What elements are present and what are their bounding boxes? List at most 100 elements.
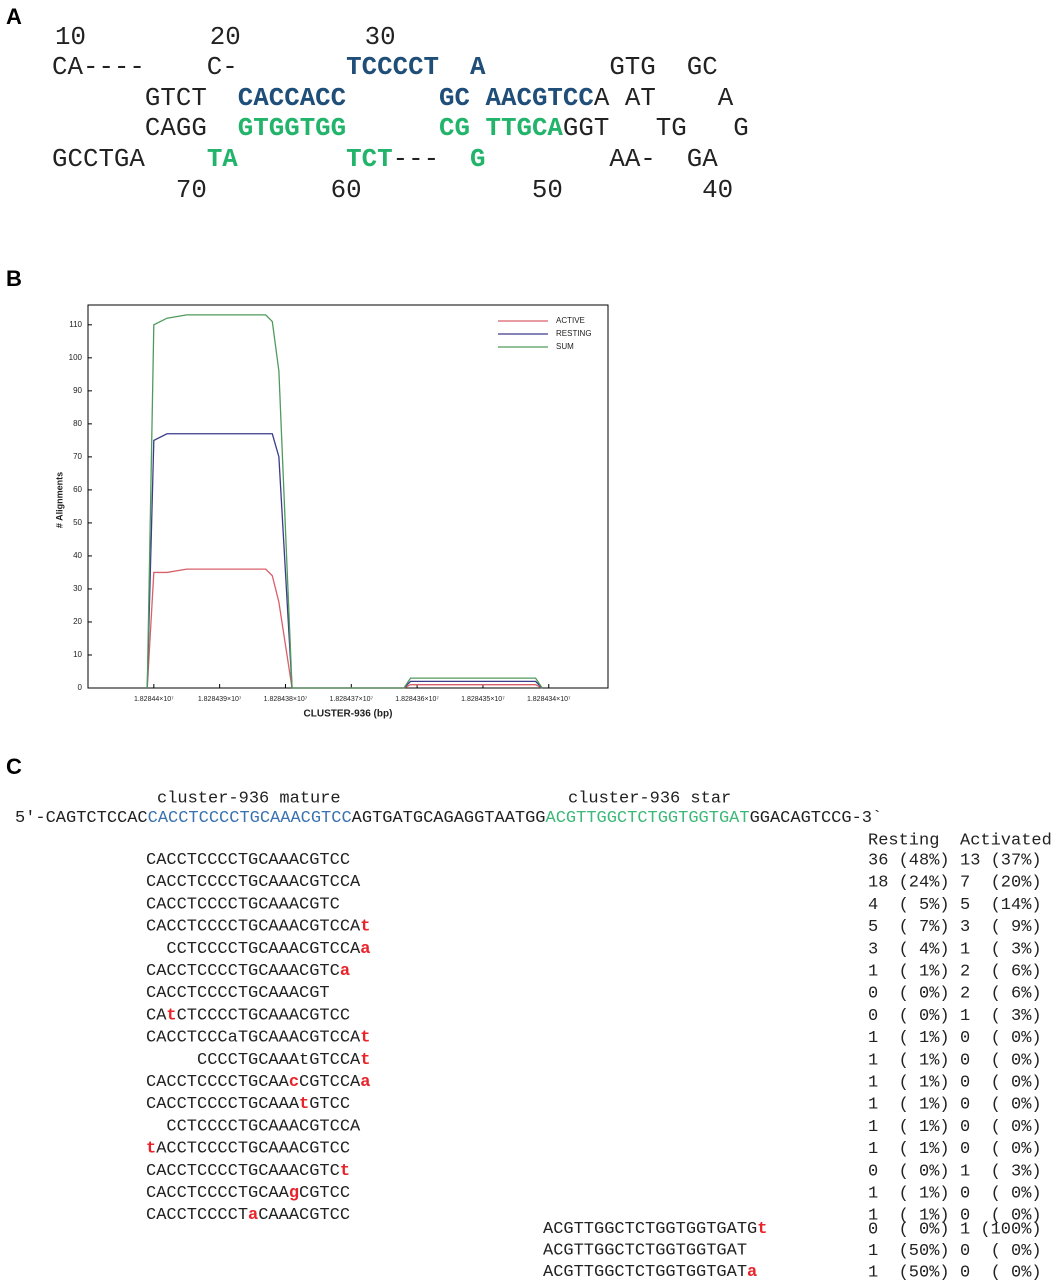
- resting-count: 0 ( 0%): [868, 1220, 950, 1239]
- sequence-segment: CA---- C-: [52, 53, 346, 82]
- resting-count: 1 ( 1%): [868, 1029, 950, 1048]
- sequence-segment: CGTCCA: [299, 1073, 361, 1092]
- sequence-segment: t: [299, 1096, 309, 1115]
- sequence-segment: a: [360, 1073, 370, 1092]
- sequence-segment: CACCTCCCCTGCAAACGTCCA: [146, 874, 361, 893]
- read-sequence: CACCTCCCCTaCAAACGTCC: [146, 1207, 350, 1226]
- activated-count: 0 ( 0%): [960, 1073, 1042, 1092]
- sequence-segment: GGACAGTCCG-3`: [750, 809, 883, 828]
- sequence-segment: CACCTCCCCT: [146, 1207, 248, 1226]
- resting-count: 1 ( 1%): [868, 1118, 950, 1137]
- resting-count: 1 (50%): [868, 1263, 950, 1280]
- read-sequence: ACGTTGGCTCTGGTGGTGATGt: [543, 1220, 767, 1239]
- sequence-segment: t: [360, 1029, 370, 1048]
- position-numbers: 10 20 30: [55, 23, 396, 52]
- x-tick-label: 1.828436×10⁷: [395, 696, 439, 703]
- hairpin-row: GCCTGA TA TCT--- G AA- GA: [52, 145, 718, 174]
- activated-count: 2 ( 6%): [960, 985, 1042, 1004]
- panel-label: C: [6, 754, 22, 779]
- read-sequence: ACGTTGGCTCTGGTGGTGATa: [543, 1263, 757, 1280]
- legend-label: ACTIVE: [556, 316, 585, 325]
- resting-count: 1 ( 1%): [868, 1184, 950, 1203]
- mature-label: cluster-936 mature: [157, 789, 341, 808]
- read-sequence: tACCTCCCCTGCAAACGTCC: [146, 1140, 350, 1159]
- sequence-segment: CAAACGTCC: [258, 1207, 350, 1226]
- sequence-segment: CACCTCCCCTGCAAACGT: [146, 985, 330, 1004]
- resting-count: 1 ( 1%): [868, 1073, 950, 1092]
- sequence-segment: CA: [146, 1007, 167, 1026]
- data-line: [146, 433, 543, 689]
- sequence-segment: ACGTTGGCTCTGGTGGTGAT: [543, 1263, 747, 1280]
- sequence-segment: ACGTTGGCTCTGGTGGTGAT: [543, 1242, 747, 1261]
- activated-count: 0 ( 0%): [960, 1242, 1042, 1261]
- sequence-segment: ---: [393, 145, 470, 174]
- y-tick-label: 60: [73, 485, 82, 494]
- sequence-segment: G: [470, 145, 485, 174]
- read-sequence: ACGTTGGCTCTGGTGGTGAT: [543, 1242, 747, 1261]
- sequence-segment: a: [248, 1207, 258, 1226]
- sequence-segment: a: [747, 1263, 757, 1280]
- hairpin-row: CAGG GTGGTGG CG TTGCAGGT TG G: [52, 114, 749, 143]
- read-sequence: CACCTCCCCTGCAAACGTC: [146, 896, 340, 915]
- activated-count: 0 ( 0%): [960, 1051, 1042, 1070]
- activated-count: 1 ( 3%): [960, 940, 1042, 959]
- activated-count: 13 (37%): [960, 851, 1042, 870]
- read-sequence: CACCTCCCCTGCAAACGTCa: [146, 962, 350, 981]
- sequence-segment: t: [360, 918, 370, 937]
- resting-count: 0 ( 0%): [868, 1162, 950, 1181]
- sequence-segment: t: [340, 1162, 350, 1181]
- sequence-segment: t: [166, 1007, 176, 1026]
- sequence-segment: g: [289, 1184, 299, 1203]
- activated-count: 0 ( 0%): [960, 1184, 1042, 1203]
- position-numbers: 70 60 50 40: [52, 176, 733, 205]
- y-tick-label: 100: [69, 353, 83, 362]
- resting-count: 1 (50%): [868, 1242, 950, 1261]
- data-line: [146, 314, 543, 689]
- sequence-segment: t: [146, 1140, 156, 1159]
- sequence-segment: GC: [439, 84, 470, 113]
- resting-count: 3 ( 4%): [868, 940, 950, 959]
- read-sequence: CACCTCCCCTGCAAACGTCCA: [146, 874, 361, 893]
- sequence-segment: AGTGATGCAGAGGTAATGG: [352, 809, 546, 828]
- sequence-segment: CACCTCCCCTGCAAA: [146, 1096, 300, 1115]
- legend-label: SUM: [556, 342, 574, 351]
- sequence-segment: GCCTGA: [52, 145, 207, 174]
- read-sequence: CCTCCCCTGCAAACGTCCAa: [146, 940, 370, 959]
- hairpin-row: GTCT CACCACC GC AACGTCCA AT A: [52, 84, 734, 113]
- activated-count: 0 ( 0%): [960, 1118, 1042, 1137]
- sequence-segment: [238, 145, 346, 174]
- sequence-segment: TCT: [346, 145, 392, 174]
- sequence-segment: CACCTCCCCTGCAA: [146, 1073, 290, 1092]
- read-sequence: CACCTCCCCTGCAAACGTCC: [146, 851, 350, 870]
- sequence-segment: CACCTCCCCTGCAAACGTC: [146, 962, 340, 981]
- activated-count: 2 ( 6%): [960, 962, 1042, 981]
- sequence-segment: TA: [207, 145, 238, 174]
- sequence-segment: CACCTCCCCTGCAAACGTCC: [148, 809, 352, 828]
- x-tick-label: 1.828435×10⁷: [461, 696, 505, 703]
- sequence-segment: CGTCC: [299, 1184, 350, 1203]
- sequence-segment: [470, 114, 485, 143]
- activated-count: 0 ( 0%): [960, 1029, 1042, 1048]
- sequence-segment: [346, 114, 439, 143]
- panel-label: B: [6, 266, 22, 291]
- sequence-segment: GTG GC: [485, 53, 717, 82]
- read-sequence: CACCTCCCCTGCAAcCGTCCAa: [146, 1073, 370, 1092]
- sequence-segment: AA- GA: [486, 145, 719, 174]
- activated-count: 1 (100%): [960, 1220, 1042, 1239]
- y-tick-label: 20: [73, 617, 82, 626]
- read-sequence: CACCTCCCaTGCAAACGTCCAt: [146, 1029, 370, 1048]
- read-sequence: CCTCCCCTGCAAACGTCCA: [146, 1118, 361, 1137]
- sequence-segment: TTGCA: [486, 114, 564, 143]
- read-sequence: CAtCTCCCCTGCAAACGTCC: [146, 1007, 350, 1026]
- activated-count: 5 (14%): [960, 896, 1042, 915]
- read-sequence: CACCTCCCCTGCAAACGT: [146, 985, 330, 1004]
- y-tick-label: 110: [69, 320, 82, 329]
- sequence-segment: 5'-CAGTCTCCAC: [15, 809, 148, 828]
- sequence-segment: [439, 53, 470, 82]
- column-header: Activated: [960, 831, 1052, 850]
- legend-label: RESTING: [556, 329, 592, 338]
- y-tick-label: 50: [73, 518, 82, 527]
- activated-count: 7 (20%): [960, 874, 1042, 893]
- sequence-segment: ACGTTGGCTCTGGTGGTGAT: [546, 809, 750, 828]
- resting-count: 1 ( 1%): [868, 1096, 950, 1115]
